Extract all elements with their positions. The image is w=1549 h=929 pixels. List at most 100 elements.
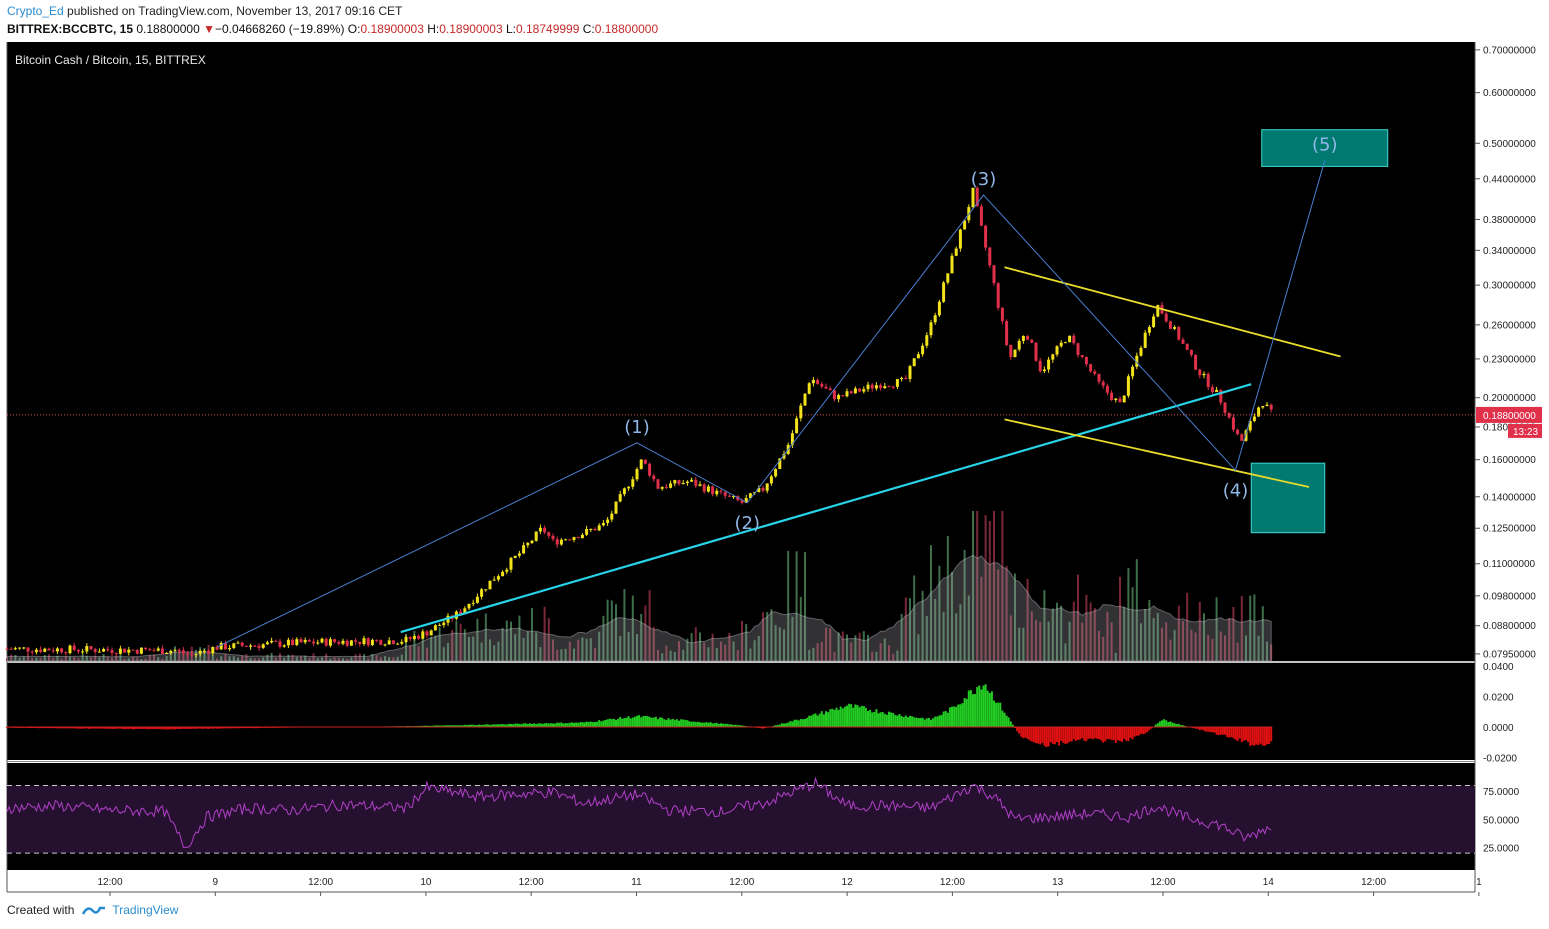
macd-bar <box>1228 727 1231 738</box>
candle-body <box>1118 398 1122 403</box>
macd-bar <box>867 710 869 727</box>
macd-bar <box>896 715 899 727</box>
candle-body <box>354 640 358 642</box>
candle-body <box>412 636 416 639</box>
candle-body <box>832 390 836 400</box>
macd-bar <box>94 727 97 729</box>
volume-bar <box>111 657 113 661</box>
target-box <box>1261 129 1389 167</box>
macd-bar <box>711 723 714 727</box>
candle-body <box>971 187 975 208</box>
last-price-tag <box>1476 406 1542 423</box>
macd-bar <box>948 707 951 727</box>
candle-body <box>333 639 337 643</box>
volume-bar <box>1114 652 1117 661</box>
tradingview-link[interactable]: TradingView <box>112 903 179 917</box>
macd-bar <box>995 702 998 727</box>
macd-bar <box>455 725 458 727</box>
candle-body <box>64 652 68 654</box>
candle-body <box>643 459 647 464</box>
macd-bar <box>45 727 48 729</box>
macd-bar <box>1091 727 1094 740</box>
macd-bar <box>627 716 630 727</box>
macd-bar <box>726 723 729 727</box>
volume-bar <box>329 658 332 661</box>
macd-bar <box>1072 727 1075 740</box>
rsi-tick-label: 75.0000 <box>1483 787 1520 798</box>
macd-bar <box>1037 727 1040 744</box>
volume-bar <box>1140 623 1142 661</box>
macd-bar <box>869 709 872 727</box>
volume-bar <box>1110 622 1113 661</box>
volume-bar <box>472 636 475 661</box>
macd-bar <box>764 727 767 729</box>
volume-bar <box>1161 627 1163 661</box>
volume-bar <box>43 655 46 661</box>
macd-bar <box>1085 727 1088 742</box>
volume-bar <box>749 648 752 661</box>
macd-bar <box>696 721 699 727</box>
candle-body <box>1080 354 1084 357</box>
candle-body <box>958 229 962 249</box>
candle-body <box>610 513 614 520</box>
rsi-tick-label: 50.0000 <box>1483 815 1520 826</box>
macd-bar <box>661 717 664 727</box>
macd-bar <box>1266 727 1268 745</box>
macd-bar <box>999 702 1002 727</box>
macd-bar <box>938 715 941 727</box>
candle-body <box>585 529 589 535</box>
macd-bar <box>879 712 882 727</box>
volume-bar <box>1009 615 1012 661</box>
macd-bar <box>1165 720 1168 727</box>
macd-bar <box>759 727 762 729</box>
price-tick-label: 0.08800000 <box>1483 621 1536 632</box>
macd-bar <box>909 715 911 727</box>
volume-bar <box>1207 635 1210 661</box>
volume-bar <box>1194 632 1197 661</box>
candle-body <box>1236 429 1240 435</box>
candle-body <box>509 557 513 570</box>
macd-bar <box>642 716 645 727</box>
macd-bar <box>417 725 420 727</box>
volume-bar <box>745 624 748 661</box>
candle-body <box>975 187 979 207</box>
macd-bar <box>1240 727 1243 743</box>
macd-bar <box>619 716 622 727</box>
macd-bar <box>707 722 710 727</box>
macd-bar <box>612 718 615 727</box>
volume-bar <box>447 643 449 661</box>
macd-bar <box>644 715 647 727</box>
volume-bar <box>589 638 592 661</box>
macd-bar <box>213 727 216 729</box>
candle-body <box>719 490 723 492</box>
macd-bar <box>913 717 916 727</box>
macd-bar <box>491 724 494 727</box>
macd-bar <box>104 727 107 729</box>
candle-body <box>433 625 437 631</box>
candle-body <box>295 639 299 646</box>
candle-body <box>1181 339 1185 344</box>
price-tick-label: 0.16000000 <box>1483 455 1536 466</box>
macd-bar <box>432 725 435 727</box>
volume-bar <box>48 654 50 661</box>
macd-bar <box>226 727 229 729</box>
volume-bar <box>409 645 412 661</box>
macd-bar <box>955 706 958 727</box>
macd-bar <box>839 706 842 727</box>
macd-bar <box>1053 727 1056 745</box>
macd-bar <box>825 711 827 727</box>
macd-bar <box>650 717 653 727</box>
volume-bar <box>132 656 134 661</box>
candle-body <box>614 501 618 514</box>
time-tick-label: 11 <box>631 877 642 888</box>
candle-body <box>1168 321 1172 329</box>
candle-body <box>253 645 257 647</box>
candle-body <box>916 354 920 359</box>
macd-bar <box>848 703 851 727</box>
volume-bar <box>938 565 941 661</box>
candle-body <box>891 386 895 388</box>
candle-body <box>1072 335 1076 344</box>
volume-bar <box>518 615 521 661</box>
author-link[interactable]: Crypto_Ed <box>7 4 64 18</box>
